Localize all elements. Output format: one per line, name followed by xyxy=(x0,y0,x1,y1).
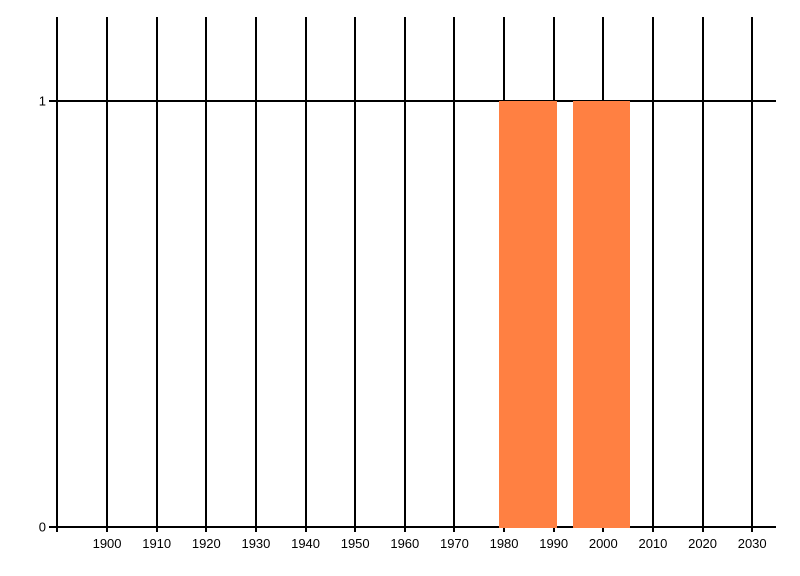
x-tick-label-1970: 1970 xyxy=(439,536,469,551)
y-gridline-0 xyxy=(49,526,776,528)
x-tick-label-2000: 2000 xyxy=(588,536,618,551)
x-gridline-1900 xyxy=(106,17,109,532)
bar-1979-1991 xyxy=(499,101,558,528)
x-gridline-1970 xyxy=(453,17,456,532)
x-tick-label-1990: 1990 xyxy=(539,536,569,551)
x-gridline-1960 xyxy=(403,17,406,532)
x-tick-label-1950: 1950 xyxy=(340,536,370,551)
x-tick-label-2010: 2010 xyxy=(638,536,668,551)
x-gridline-1940 xyxy=(304,17,307,532)
x-tick-label-1930: 1930 xyxy=(241,536,271,551)
x-tick-label-1900: 1900 xyxy=(92,536,122,551)
x-tick-label-2020: 2020 xyxy=(688,536,718,551)
x-gridline-2020 xyxy=(701,17,704,532)
x-tick-label-1910: 1910 xyxy=(142,536,172,551)
x-gridline-2030 xyxy=(751,17,754,532)
y-tick-label-1: 1 xyxy=(38,93,46,109)
x-tick-label-1940: 1940 xyxy=(291,536,321,551)
x-tick-label-1920: 1920 xyxy=(191,536,221,551)
x-gridline-1910 xyxy=(155,17,158,532)
x-tick-label-1960: 1960 xyxy=(390,536,420,551)
x-gridline-1890 xyxy=(56,17,59,532)
x-tick-label-2030: 2030 xyxy=(737,536,767,551)
x-tick-label-1980: 1980 xyxy=(489,536,519,551)
y-tick-label-0: 0 xyxy=(38,519,46,535)
bar-1994-2005 xyxy=(573,101,631,528)
y-gridline-1 xyxy=(49,100,776,102)
x-gridline-1920 xyxy=(205,17,208,532)
x-gridline-1930 xyxy=(254,17,257,532)
x-gridline-1950 xyxy=(354,17,357,532)
x-gridline-2010 xyxy=(651,17,654,532)
